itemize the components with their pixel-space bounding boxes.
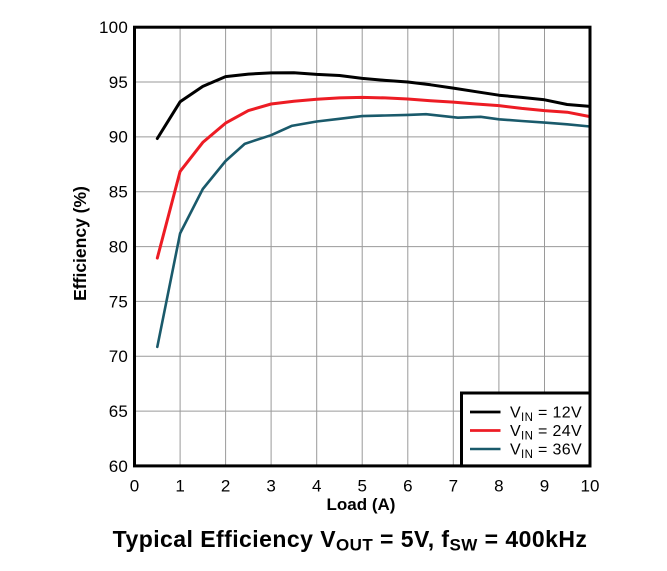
svg-text:9: 9	[540, 477, 549, 496]
svg-text:90: 90	[109, 128, 128, 147]
svg-text:VIN = 24V: VIN = 24V	[510, 423, 582, 443]
svg-text:1: 1	[175, 477, 184, 496]
svg-text:85: 85	[109, 183, 128, 202]
svg-text:5: 5	[357, 477, 366, 496]
svg-text:65: 65	[109, 402, 128, 421]
svg-text:75: 75	[109, 292, 128, 311]
svg-text:95: 95	[109, 73, 128, 92]
svg-text:3: 3	[266, 477, 275, 496]
svg-text:VIN = 36V: VIN = 36V	[510, 442, 582, 462]
svg-text:70: 70	[109, 347, 128, 366]
svg-text:Efficiency (%): Efficiency (%)	[70, 186, 90, 301]
svg-text:7: 7	[449, 477, 458, 496]
svg-text:8: 8	[494, 477, 503, 496]
svg-text:60: 60	[109, 457, 128, 476]
svg-text:10: 10	[581, 477, 600, 496]
svg-text:80: 80	[109, 237, 128, 256]
svg-text:2: 2	[221, 477, 230, 496]
svg-text:0: 0	[130, 477, 139, 496]
svg-text:6: 6	[403, 477, 412, 496]
svg-text:4: 4	[312, 477, 321, 496]
svg-text:Load (A): Load (A)	[327, 495, 396, 514]
svg-text:100: 100	[99, 18, 128, 37]
svg-text:Typical Efficiency VOUT = 5V,: Typical Efficiency VOUT = 5V, fSW = 400k…	[113, 526, 588, 555]
svg-text:VIN = 12V: VIN = 12V	[510, 405, 582, 425]
